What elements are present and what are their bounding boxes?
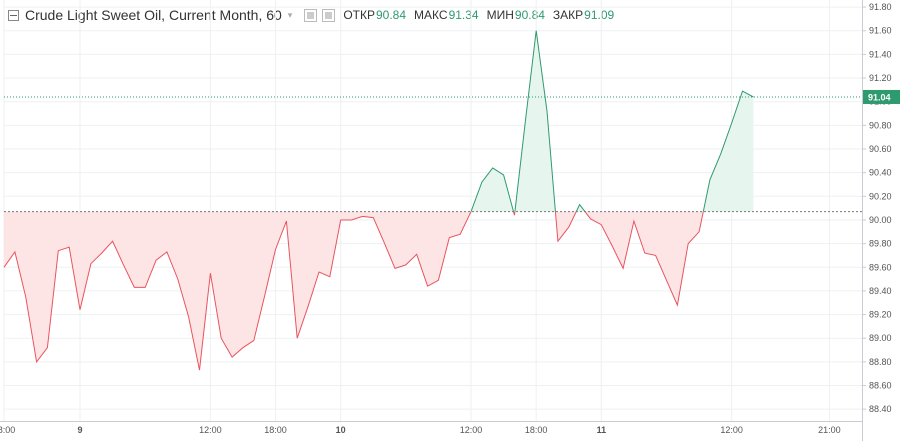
open-value: 90.84: [376, 8, 407, 22]
y-tick-label: 90.20: [869, 191, 892, 201]
x-tick-label: 12:00: [720, 425, 743, 435]
y-tick-label: 88.60: [869, 381, 892, 391]
close-icon[interactable]: [322, 8, 336, 22]
area-fill-below: [4, 211, 754, 371]
close-value: 91.09: [584, 8, 615, 22]
last-price-label: 91.04: [868, 92, 891, 102]
y-tick-label: 89.80: [869, 239, 892, 249]
y-tick-label: 90.40: [869, 168, 892, 178]
y-tick-label: 91.40: [869, 49, 892, 59]
x-tick-label: 12:00: [199, 425, 222, 435]
y-tick-label: 89.20: [869, 310, 892, 320]
open-label: ОТКР: [343, 8, 375, 22]
x-tick-label: 18:00: [264, 425, 287, 435]
x-tick-label: 18:00: [525, 425, 548, 435]
collapse-icon[interactable]: [8, 9, 19, 21]
price-line-above: [470, 30, 754, 212]
last-price-badge: [863, 89, 900, 104]
y-tick-label: 90.00: [869, 215, 892, 225]
x-tick-label: 21:00: [818, 425, 841, 435]
x-tick-label: 11: [597, 425, 607, 435]
y-tick-label: 90.80: [869, 120, 892, 130]
y-tick-label: 91.60: [869, 26, 892, 36]
y-tick-label: 91.20: [869, 73, 892, 83]
y-tick-label: 91.80: [869, 2, 892, 12]
y-tick-label: 89.00: [869, 333, 892, 343]
high-label: МАКС: [414, 8, 448, 22]
settings-icon[interactable]: [304, 8, 318, 22]
y-tick-label: 88.80: [869, 357, 892, 367]
y-tick-label: 89.40: [869, 286, 892, 296]
area-fill-above: [471, 30, 754, 212]
y-tick-label: 90.60: [869, 144, 892, 154]
x-tick-label: 12:00: [460, 425, 483, 435]
low-value: 90.84: [514, 8, 545, 22]
close-label: ЗАКР: [552, 8, 584, 22]
x-tick-label: 9: [78, 425, 83, 435]
price-line-below: [3, 211, 704, 371]
x-tick-label: 10: [336, 425, 346, 435]
y-tick-label: 89.60: [869, 262, 892, 272]
x-tick-label: 18:00: [0, 425, 15, 435]
low-label: МИН: [486, 8, 514, 22]
chevron-down-icon[interactable]: ▾: [287, 9, 293, 20]
symbol-title[interactable]: Crude Light Sweet Oil, Current Month, 60: [25, 7, 282, 23]
y-tick-label: 88.40: [869, 404, 892, 414]
